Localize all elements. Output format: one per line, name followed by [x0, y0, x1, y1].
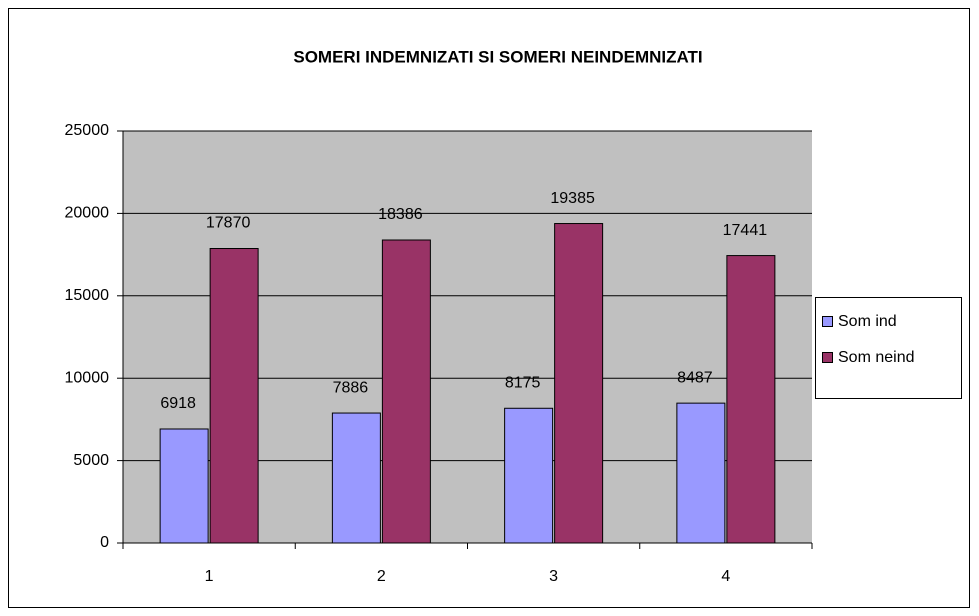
legend-swatch	[822, 352, 833, 363]
y-tick-label: 15000	[65, 287, 110, 304]
bar	[504, 407, 554, 544]
value-label: 6918	[160, 395, 196, 412]
y-tick-label: 0	[100, 534, 109, 551]
bar	[159, 428, 209, 544]
bar	[676, 402, 726, 544]
y-tick-label: 20000	[65, 205, 110, 222]
bar	[209, 248, 259, 544]
value-label: 18386	[378, 206, 423, 223]
value-label: 19385	[550, 190, 595, 207]
y-tick-label: 25000	[65, 122, 110, 139]
value-label: 8175	[505, 374, 541, 391]
value-label: 8487	[677, 369, 713, 386]
x-tick-label: 2	[377, 568, 386, 585]
legend	[815, 297, 962, 399]
bar	[554, 223, 604, 544]
x-tick-label: 1	[205, 568, 214, 585]
y-tick-label: 10000	[65, 369, 110, 386]
chart-title: SOMERI INDEMNIZATI SI SOMERI NEINDEMNIZA…	[293, 47, 702, 66]
legend-label: Som ind	[838, 313, 897, 330]
legend-swatch	[822, 316, 833, 327]
bar	[331, 412, 381, 544]
value-label: 7886	[333, 379, 369, 396]
bar	[381, 239, 431, 544]
value-label: 17870	[206, 215, 251, 232]
bar	[726, 255, 776, 544]
x-tick-label: 3	[549, 568, 558, 585]
y-tick-label: 5000	[73, 452, 109, 469]
value-label: 17441	[723, 222, 768, 239]
x-tick-label: 4	[721, 568, 730, 585]
legend-label: Som neind	[838, 349, 915, 366]
